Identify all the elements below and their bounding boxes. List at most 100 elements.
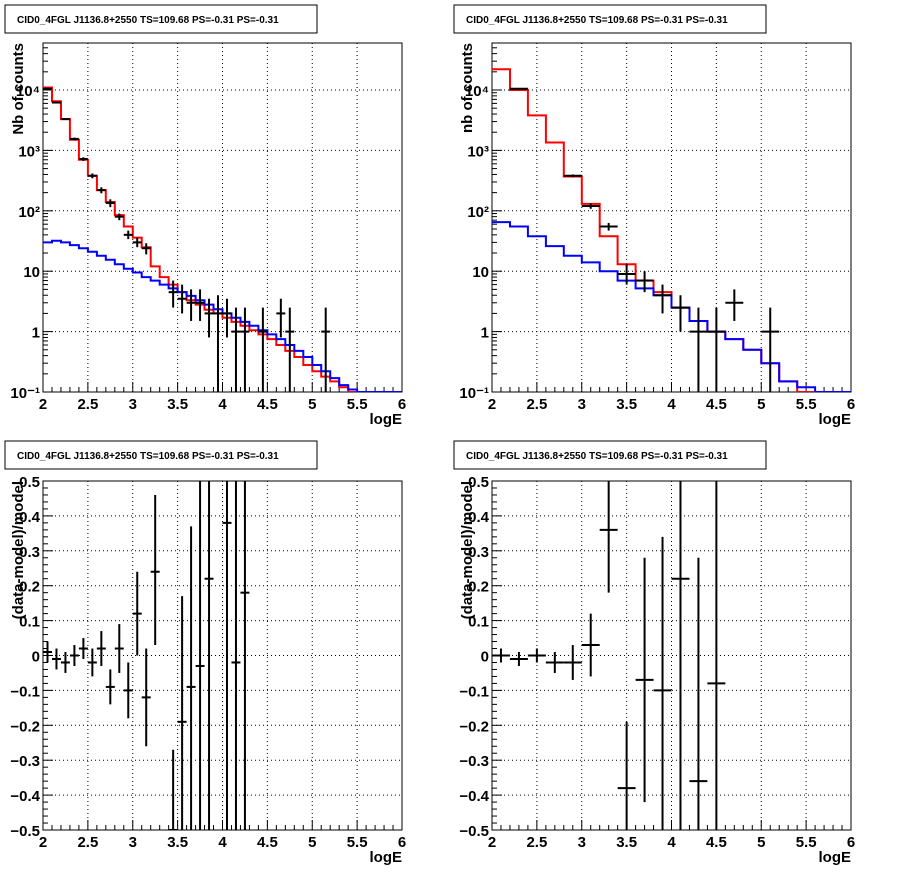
- data-point: [43, 87, 52, 90]
- data-point: [563, 645, 582, 680]
- y-tick-label: −0.2: [459, 718, 489, 735]
- data-point: [132, 571, 142, 656]
- y-tick-label: 0.1: [468, 614, 489, 631]
- y-tick-label: −0.2: [10, 718, 40, 735]
- y-tick-label: 10⁻¹: [459, 385, 489, 402]
- y-tick-label: 10⁴: [16, 83, 40, 100]
- data-point: [222, 298, 232, 338]
- x-tick-label: 5: [308, 834, 316, 851]
- x-tick-label: 5.5: [796, 396, 817, 413]
- panel-bottom-left: CID0_4FGL J1136.8+2550 TS=109.68 PS=-0.3…: [4, 440, 406, 866]
- y-tick-label: −0.4: [459, 788, 489, 805]
- data-point: [707, 307, 726, 392]
- data-point: [725, 289, 744, 321]
- y-tick-label: 0.3: [19, 544, 40, 561]
- x-tick-label: 3.5: [616, 396, 637, 413]
- data-point: [204, 298, 214, 338]
- data-point: [231, 307, 241, 392]
- data-point: [321, 307, 331, 392]
- data-point: [285, 307, 295, 392]
- data-point: [581, 613, 600, 677]
- plot-area: [492, 481, 726, 830]
- y-tick-label: 1: [481, 325, 489, 342]
- x-tick-label: 3.5: [167, 396, 188, 413]
- grid: [492, 43, 851, 392]
- data-point: [141, 648, 151, 747]
- x-tick-label: 6: [398, 396, 406, 413]
- data-point: [689, 307, 708, 392]
- x-tick-label: 6: [398, 834, 406, 851]
- y-tick-label: 0.4: [468, 509, 490, 526]
- data-point: [150, 494, 160, 646]
- data-point: [69, 645, 79, 666]
- data-point: [195, 289, 205, 321]
- y-axis-title: (data-model)/model: [459, 481, 476, 619]
- data-point: [240, 481, 250, 830]
- x-tick-label: 5: [308, 396, 316, 413]
- chart-title: CID0_4FGL J1136.8+2550 TS=109.68 PS=-0.3…: [17, 15, 279, 26]
- x-tick-label: 4.5: [257, 396, 278, 413]
- y-tick-label: −0.5: [10, 823, 40, 840]
- data-point: [258, 307, 268, 392]
- data-point: [689, 557, 708, 830]
- y-axis-title: (data-model)/model: [10, 481, 27, 619]
- data-point: [87, 648, 97, 677]
- x-tick-label: 4.5: [706, 834, 727, 851]
- data-point: [222, 481, 232, 830]
- x-tick-label: 2: [39, 396, 47, 413]
- y-tick-label: 0.4: [19, 509, 41, 526]
- x-tick-label: 3: [578, 834, 586, 851]
- y-tick-label: 0: [32, 649, 40, 666]
- data-point: [195, 481, 205, 830]
- y-axis-title: Nb of counts: [10, 43, 27, 135]
- data-point: [105, 669, 115, 705]
- y-tick-label: 0.5: [19, 474, 40, 491]
- x-tick-label: 4: [218, 396, 227, 413]
- x-tick-label: 4: [667, 396, 676, 413]
- x-tick-label: 4: [218, 834, 227, 851]
- x-tick-label: 5: [757, 834, 765, 851]
- grid: [43, 43, 402, 392]
- y-tick-label: 10²: [18, 204, 40, 221]
- data-point: [60, 652, 70, 673]
- x-tick-label: 2.5: [526, 396, 547, 413]
- x-tick-label: 5: [757, 396, 765, 413]
- data-point: [581, 203, 600, 209]
- x-tick-label: 2.5: [77, 834, 98, 851]
- y-tick-label: 0: [481, 649, 489, 666]
- grid: [43, 481, 402, 830]
- y-tick-label: −0.4: [10, 788, 40, 805]
- data-point: [177, 284, 187, 314]
- x-tick-label: 5.5: [796, 834, 817, 851]
- data-point: [635, 557, 654, 803]
- y-tick-label: 10²: [467, 204, 489, 221]
- y-tick-label: 10³: [467, 143, 489, 160]
- data-point: [653, 284, 672, 314]
- plot-area: [43, 481, 250, 830]
- y-tick-label: −0.1: [10, 683, 40, 700]
- data-point: [78, 157, 88, 161]
- y-tick-label: 0.1: [19, 614, 40, 631]
- data-point: [599, 222, 618, 231]
- data-point: [671, 481, 690, 830]
- data-point: [213, 295, 223, 392]
- y-tick-label: 10: [472, 264, 489, 281]
- data-point: [96, 631, 106, 666]
- data-point: [51, 101, 61, 104]
- data-point: [240, 307, 250, 392]
- data-point: [132, 237, 142, 248]
- data-point: [276, 298, 286, 338]
- x-tick-label: 4: [667, 834, 676, 851]
- data-point: [527, 648, 546, 663]
- data-point: [43, 641, 52, 663]
- data-point: [653, 536, 672, 830]
- data-point: [105, 199, 115, 208]
- y-tick-label: 10: [23, 264, 40, 281]
- x-tick-label: 4.5: [257, 834, 278, 851]
- title-box: [4, 4, 318, 34]
- data-point: [123, 662, 133, 719]
- data-point: [545, 652, 564, 673]
- data-point: [141, 243, 151, 255]
- y-tick-label: −0.3: [459, 753, 489, 770]
- data-point: [78, 638, 88, 659]
